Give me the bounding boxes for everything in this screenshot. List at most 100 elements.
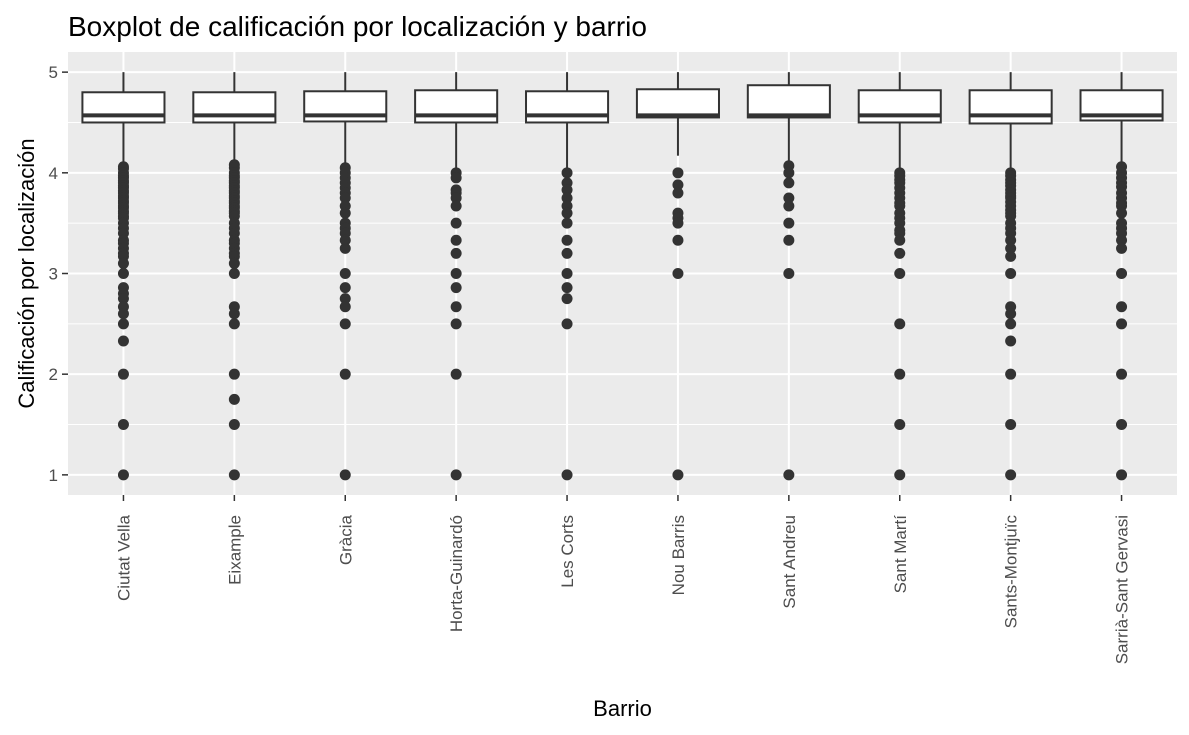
box	[414, 89, 499, 124]
outlier-point	[228, 419, 240, 431]
outlier-point	[339, 282, 351, 294]
outlier-point	[561, 293, 573, 305]
outlier-point	[450, 469, 462, 481]
outlier-point	[1116, 268, 1128, 279]
y-tick-label: 5	[49, 63, 58, 82]
box	[746, 84, 831, 119]
outlier-point	[339, 207, 351, 219]
outlier-point	[1116, 368, 1128, 380]
outlier-point	[672, 234, 684, 246]
outlier-point	[117, 293, 129, 305]
outlier-point	[339, 268, 351, 279]
outlier-point	[672, 469, 684, 481]
outlier-point	[783, 192, 795, 204]
outlier-point	[228, 393, 240, 405]
outlier-point	[450, 368, 462, 380]
outlier-point	[450, 217, 462, 229]
outlier-point	[1116, 234, 1128, 246]
outlier-point	[1005, 250, 1017, 262]
x-tick-label: Horta-Guinardó	[447, 515, 466, 632]
x-tick-label: Nou Barris	[669, 515, 688, 595]
outlier-point	[1005, 242, 1017, 254]
outlier-point	[894, 469, 906, 481]
chart-title: Boxplot de calificación por localización…	[68, 11, 647, 42]
outlier-point	[228, 469, 240, 481]
outlier-point	[1005, 368, 1017, 380]
outlier-point	[561, 207, 573, 219]
outlier-point	[783, 469, 795, 481]
box	[525, 90, 610, 124]
x-axis: Ciutat Vella Eixample Gràcia Horta-Guinardó…	[114, 495, 1132, 664]
outlier-point	[672, 167, 684, 179]
box	[968, 89, 1053, 125]
outlier-point	[1116, 318, 1128, 330]
outlier-point	[1116, 242, 1128, 254]
outlier-point	[783, 268, 795, 279]
outlier-point	[1116, 469, 1128, 481]
outlier-point	[561, 234, 573, 246]
box	[192, 91, 277, 124]
outlier-point	[339, 318, 351, 330]
outlier-point	[783, 167, 795, 179]
outlier-point	[450, 247, 462, 259]
box	[81, 91, 166, 124]
outlier-point	[228, 268, 240, 279]
y-axis-title: Calificación por localización	[14, 138, 39, 408]
outlier-point	[1005, 469, 1017, 481]
x-tick-label: Ciutat Vella	[114, 514, 133, 601]
outlier-point	[450, 172, 462, 184]
outlier-point	[561, 167, 573, 179]
outlier-point	[339, 469, 351, 481]
x-tick-label: Sant Andreu	[780, 515, 799, 609]
outlier-point	[450, 301, 462, 313]
y-tick-label: 4	[49, 164, 58, 183]
outlier-point	[117, 335, 129, 347]
outlier-point	[1116, 301, 1128, 313]
outlier-point	[117, 257, 129, 269]
y-tick-label: 3	[49, 265, 58, 284]
x-tick-label: Gràcia	[336, 514, 355, 565]
x-tick-label: Eixample	[225, 515, 244, 585]
outlier-point	[1116, 207, 1128, 219]
y-tick-label: 1	[49, 466, 58, 485]
outlier-point	[339, 242, 351, 254]
outlier-point	[672, 268, 684, 279]
outlier-point	[450, 200, 462, 212]
y-tick-label: 2	[49, 365, 58, 384]
x-tick-label: Sants-Montjuïc	[1002, 515, 1021, 629]
outlier-point	[339, 368, 351, 380]
outlier-point	[894, 234, 906, 246]
outlier-point	[783, 234, 795, 246]
outlier-point	[561, 282, 573, 294]
outlier-point	[1005, 234, 1017, 246]
outlier-point	[339, 192, 351, 204]
outlier-point	[894, 318, 906, 330]
outlier-point	[894, 419, 906, 431]
outlier-point	[228, 308, 240, 320]
outlier-point	[1005, 268, 1017, 279]
box	[857, 89, 942, 124]
outlier-point	[450, 282, 462, 294]
outlier-point	[1005, 318, 1017, 330]
outlier-point	[561, 268, 573, 279]
outlier-point	[894, 268, 906, 279]
outlier-point	[783, 200, 795, 212]
outlier-point	[783, 177, 795, 189]
outlier-point	[339, 301, 351, 313]
x-tick-label: Sant Martí	[891, 515, 910, 594]
outlier-point	[561, 217, 573, 229]
outlier-point	[672, 217, 684, 229]
outlier-point	[450, 268, 462, 279]
outlier-point	[1005, 308, 1017, 320]
outlier-point	[894, 247, 906, 259]
outlier-point	[450, 192, 462, 204]
outlier-point	[117, 419, 129, 431]
boxplot-marks	[81, 72, 1164, 481]
outlier-point	[228, 368, 240, 380]
outlier-point	[1116, 419, 1128, 431]
outlier-point	[672, 179, 684, 191]
outlier-point	[561, 184, 573, 196]
outlier-point	[117, 268, 129, 279]
outlier-point	[228, 257, 240, 269]
